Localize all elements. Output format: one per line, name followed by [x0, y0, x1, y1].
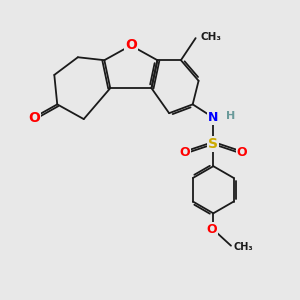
- Text: H: H: [226, 111, 235, 121]
- Text: O: O: [179, 146, 190, 159]
- Text: O: O: [28, 111, 40, 124]
- Text: CH₃: CH₃: [234, 242, 254, 252]
- Text: O: O: [206, 223, 217, 236]
- Text: CH₃: CH₃: [200, 32, 221, 42]
- Text: S: S: [208, 137, 218, 151]
- Text: N: N: [208, 111, 218, 124]
- Text: O: O: [125, 38, 137, 52]
- Text: O: O: [237, 146, 248, 159]
